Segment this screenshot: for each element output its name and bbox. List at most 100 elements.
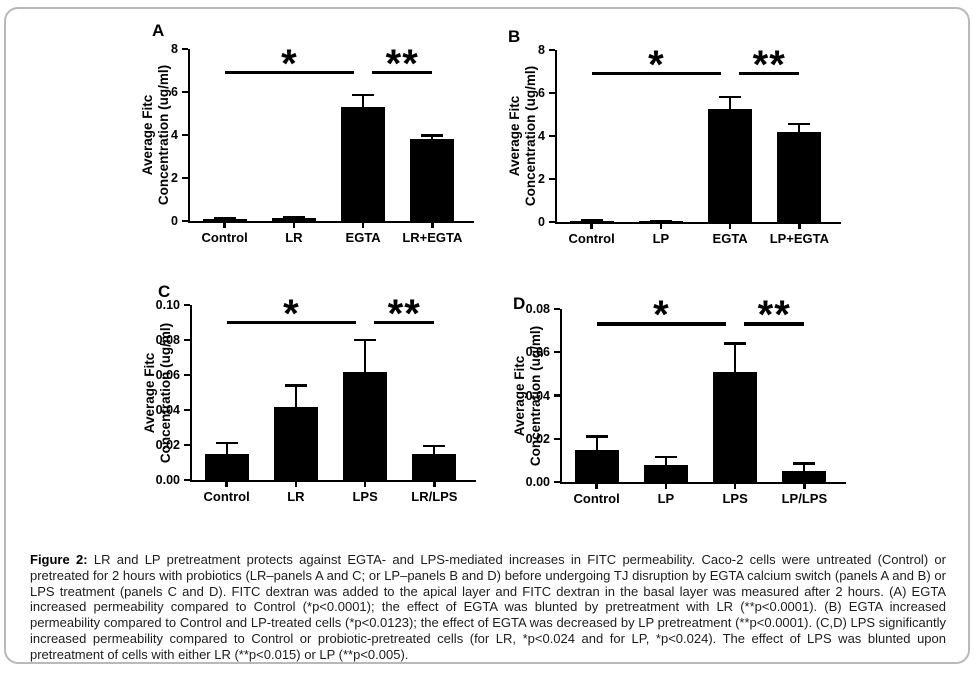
x-label-LR: LR	[287, 489, 305, 504]
error-bar-cap	[284, 384, 307, 387]
y-axis-title: Average Fitc Concentration (ug/ml)	[142, 293, 176, 493]
plot-area: 0 2 4 6 8 Control LR EGTA LR+EGTA * **	[171, 43, 474, 245]
y-tick-label: 0	[171, 214, 178, 228]
y-tick-label: 0.06	[155, 368, 180, 382]
x-tick	[803, 484, 806, 490]
error-bar-cap	[354, 338, 377, 342]
y-tick-label: 0.06	[525, 345, 550, 360]
error-bar-line	[362, 95, 365, 108]
error-bar-cap	[213, 217, 236, 220]
error-bar-cap	[423, 444, 446, 448]
y-tick-label: 2	[538, 172, 545, 186]
bar-LR	[271, 218, 316, 221]
error-bar-line	[595, 436, 598, 450]
y-tick	[183, 338, 190, 342]
significance-line	[744, 321, 805, 326]
y-tick	[553, 480, 560, 484]
bar-LPS	[343, 371, 388, 480]
error-bar-line	[364, 340, 367, 372]
x-label-EGTA: EGTA	[712, 231, 748, 246]
y-tick-label: 0.08	[525, 302, 550, 316]
significance-stars: **	[752, 42, 786, 87]
bar-LR/LPS	[412, 453, 457, 480]
error-bar-cap	[215, 442, 238, 445]
y-tick-label: 8	[538, 43, 545, 57]
bar-LP	[643, 464, 688, 482]
y-tick-label: 0.02	[155, 438, 180, 452]
y-tick-label: 2	[171, 171, 178, 185]
bar-LR	[273, 406, 318, 480]
error-bar-cap	[580, 218, 603, 222]
x-label-EGTA: EGTA	[345, 230, 381, 245]
significance-stars: *	[648, 42, 665, 87]
y-tick	[553, 437, 560, 440]
y-tick	[183, 443, 190, 447]
x-tick	[292, 223, 296, 229]
panel-letter-C: C	[158, 282, 171, 301]
y-tick-label: 0.10	[155, 298, 180, 312]
x-tick	[733, 484, 737, 490]
bar-LP/LPS	[782, 471, 827, 482]
bar-LP+EGTA	[777, 131, 822, 222]
error-bar-cap	[352, 94, 375, 97]
bar-LR+EGTA	[410, 139, 455, 221]
y-tick-label: 6	[171, 85, 178, 99]
y-tick	[181, 47, 188, 51]
y-tick	[548, 220, 555, 224]
significance-stars: **	[387, 291, 421, 336]
x-label-LR/LPS: LR/LPS	[411, 489, 458, 504]
significance-line	[224, 70, 355, 75]
x-tick	[659, 224, 663, 230]
y-tick-label: 0.02	[525, 431, 550, 446]
y-tick	[553, 351, 560, 354]
panel-letter-D: D	[513, 294, 526, 313]
y-tick-label: 0.04	[155, 403, 180, 417]
y-tick-label: 0.00	[155, 473, 180, 487]
panel-letter-B: B	[508, 27, 521, 46]
error-bar-cap	[421, 134, 444, 137]
error-bar-line	[729, 97, 732, 110]
bar-Control	[574, 449, 619, 482]
y-axis-title-line: Concentration (ug/ml)	[158, 322, 173, 463]
error-bar-cap	[654, 455, 677, 459]
y-tick	[183, 408, 190, 412]
figure-caption: Figure 2: LR and LP pretreatment protect…	[30, 552, 946, 663]
plot-area: 0 2 4 6 8 Control LP EGTA LP+EGTA * **	[538, 44, 841, 246]
error-bar-line	[664, 457, 667, 465]
x-tick	[664, 484, 668, 490]
x-tick	[590, 224, 593, 230]
figure-caption-text: LR and LP pretreatment protects against …	[30, 552, 946, 662]
y-tick-label: 0	[538, 215, 545, 229]
y-axis	[189, 305, 192, 483]
error-bar-line	[294, 385, 297, 407]
x-tick	[294, 482, 298, 488]
error-bar-cap	[282, 216, 305, 219]
y-tick	[548, 91, 555, 95]
y-tick	[181, 90, 188, 94]
y-tick	[181, 133, 188, 137]
y-axis	[559, 309, 562, 485]
error-bar-cap	[585, 435, 608, 438]
error-bar-line	[225, 443, 228, 454]
error-bar-line	[798, 124, 801, 132]
y-tick	[548, 177, 555, 181]
error-bar-line	[433, 445, 436, 454]
y-tick-label: 0.00	[525, 475, 550, 489]
y-tick	[183, 373, 190, 377]
x-label-LR+EGTA: LR+EGTA	[402, 230, 463, 245]
error-bar-line	[734, 343, 737, 372]
error-bar-cap	[719, 96, 742, 99]
y-tick-label: 6	[538, 86, 545, 100]
panel-C: C Average Fitc Concentration (ug/ml) 0.00 0.…	[140, 271, 492, 523]
significance-line	[596, 321, 727, 326]
bar-LPS	[713, 371, 758, 482]
plot-area: 0.00 0.02 0.04 0.06 0.08 0.10 Control LR LPS LR/L…	[156, 294, 476, 504]
error-bar-line	[803, 463, 806, 472]
x-label-LP: LP	[657, 491, 675, 506]
panel-letter-A: A	[152, 21, 165, 40]
bar-EGTA	[341, 107, 386, 221]
significance-stars: *	[281, 41, 298, 86]
x-tick	[798, 224, 801, 230]
y-tick-label: 4	[171, 128, 178, 142]
x-label-LR: LR	[285, 230, 303, 245]
